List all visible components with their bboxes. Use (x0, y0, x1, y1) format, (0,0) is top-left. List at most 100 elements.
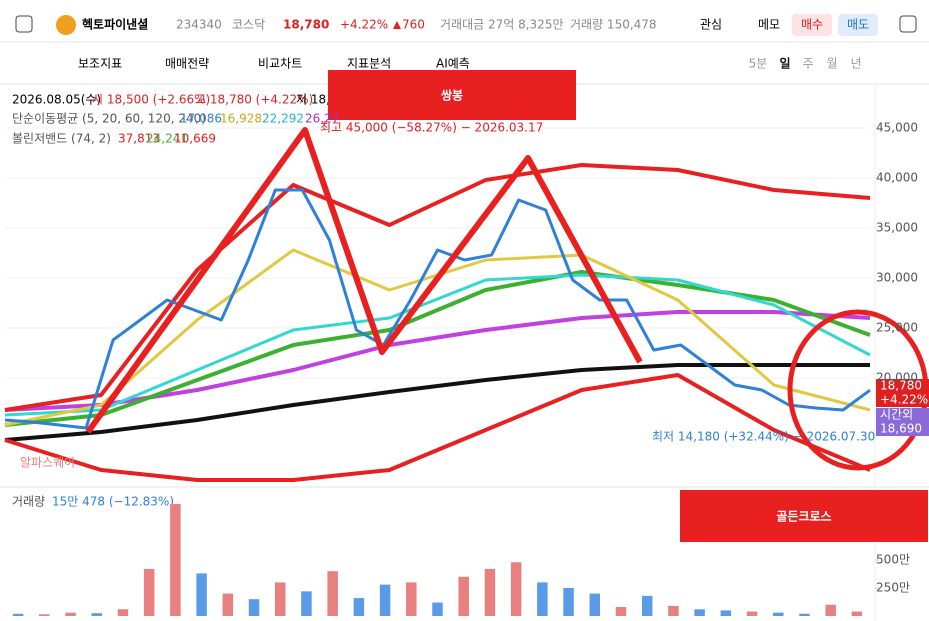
volume-bar (537, 582, 548, 616)
tool-button[interactable]: 비교차트 (258, 57, 302, 71)
high-annotation: 최고 45,000 (−58.27%) − 2026.03.17 (320, 121, 543, 135)
watch-button[interactable]: 관심 (700, 18, 722, 32)
buy-bg[interactable] (792, 14, 832, 36)
volume-bar (353, 598, 365, 616)
open: 시 18,500 (+2.66%) (92, 93, 210, 107)
period-button[interactable]: 주 (802, 57, 813, 71)
tool-button[interactable]: 지표분석 (347, 57, 391, 71)
ma-label: 단순이동평균 (5, 20, 60, 120, 240) (12, 112, 206, 126)
after-price: 18,690 (880, 422, 922, 436)
low-annotation: 최저 14,180 (+32.44%) − 2026.07.30 (652, 430, 875, 444)
tool-button[interactable]: 매매전략 (165, 57, 209, 71)
y-tick-label: 25,000 (876, 321, 918, 335)
ma-value: 16,928 (220, 112, 262, 126)
volume-bar (825, 604, 836, 616)
volume-bar (327, 571, 338, 616)
volume-bar (65, 612, 76, 616)
y-tick-label: 40,000 (876, 171, 918, 185)
cross-label: 골든크로스 (776, 510, 831, 524)
line-bb_upper (4, 163, 871, 412)
price-tag-bg (876, 379, 929, 407)
price-tag: 18,780 (880, 379, 922, 393)
market: 코스닥 (232, 18, 265, 32)
stock-code: 234340 (176, 18, 222, 32)
line-close (4, 188, 871, 430)
change-pct: +4.22% (340, 18, 388, 32)
sidebar-icon[interactable] (15, 15, 33, 33)
volume-bar (668, 605, 679, 616)
volume-bar (12, 613, 24, 616)
pattern-drawing (85, 127, 643, 434)
volume-bar (143, 568, 155, 616)
volume-bar (851, 611, 863, 616)
volume-label: 거래량 (12, 495, 45, 509)
line-bb_lower (4, 373, 871, 482)
ma-value: 17,086 (180, 112, 222, 126)
price-tag-pct: +4.22% (880, 393, 928, 407)
after-hours: 시간외 (880, 408, 913, 422)
bb-value: 37,813 (118, 132, 160, 146)
price: 18,780 (283, 18, 329, 32)
logo: 알파스퀘어 (20, 456, 75, 470)
volume-bar (720, 610, 732, 616)
change: 760 (402, 18, 425, 32)
volume: 거래량 150,478 (570, 18, 657, 32)
volume-tick-label: 250만 (876, 580, 910, 594)
period-button[interactable]: 5분 (749, 57, 768, 71)
buy-button[interactable]: 매수 (801, 18, 823, 32)
period-button[interactable]: 년 (850, 57, 861, 71)
volume-bar (406, 582, 417, 616)
bb-value: 24,241 (146, 132, 188, 146)
volume-tick-label: 500만 (876, 552, 910, 566)
line-ma240 (4, 363, 870, 442)
volume-bar (615, 607, 627, 616)
y-tick-label: 30,000 (876, 271, 918, 285)
period-button[interactable]: 일 (779, 57, 790, 71)
memo-button[interactable]: 메모 (758, 18, 780, 32)
volume-bar (694, 609, 705, 616)
y-tick-label: 45,000 (876, 121, 918, 135)
ma-value: 26,27 (305, 112, 339, 126)
cross-label-bg (680, 490, 928, 542)
pattern-label: 쌍봉 (441, 88, 463, 103)
bb-value: 10,669 (174, 132, 216, 146)
tool-button[interactable]: AI예측 (436, 57, 470, 71)
volume-bar (170, 503, 181, 616)
volume-bar (432, 602, 443, 616)
volume-bar (563, 587, 574, 616)
y-tick-label: 20,000 (876, 371, 918, 385)
y-tick-label: 35,000 (876, 221, 918, 235)
volume-bar (39, 614, 50, 616)
volume-bar (117, 609, 129, 616)
volume-bar (222, 593, 234, 616)
high: 고 18,780 (+4.22%) (195, 93, 313, 107)
ma-value: 22,292 (262, 112, 304, 126)
sell-bg[interactable] (838, 14, 878, 36)
volume-bar (196, 573, 207, 616)
tool-button[interactable]: 보조지표 (78, 57, 122, 71)
sell-button[interactable]: 매도 (847, 18, 869, 32)
panel-icon[interactable] (899, 15, 917, 33)
bb-label: 볼린저밴드 (74, 2) (12, 132, 111, 146)
volume-bar (773, 612, 784, 616)
volume-bar (458, 576, 469, 616)
volume-bar (301, 591, 312, 616)
volume-bar (379, 584, 391, 616)
stock-logo (56, 15, 76, 35)
volume-bar (248, 599, 260, 616)
volume-bar (484, 568, 496, 616)
stock-name: 헥토파이낸셜 (82, 17, 148, 32)
volume-bar (641, 595, 653, 616)
volume-value: 15만 478 (−12.83%) (52, 495, 174, 509)
volume-bar (746, 611, 758, 616)
low: 저 18,0 (296, 93, 338, 107)
volume-bar (589, 593, 601, 616)
date: 2026.08.05(수) (12, 93, 101, 107)
after-hours-bg (876, 408, 929, 436)
pattern-label-bg (328, 70, 576, 120)
volume-bar (510, 562, 522, 616)
amount: 거래대금 27억 8,325만 (440, 18, 564, 32)
volume-bar (91, 613, 102, 616)
period-button[interactable]: 월 (826, 57, 837, 71)
